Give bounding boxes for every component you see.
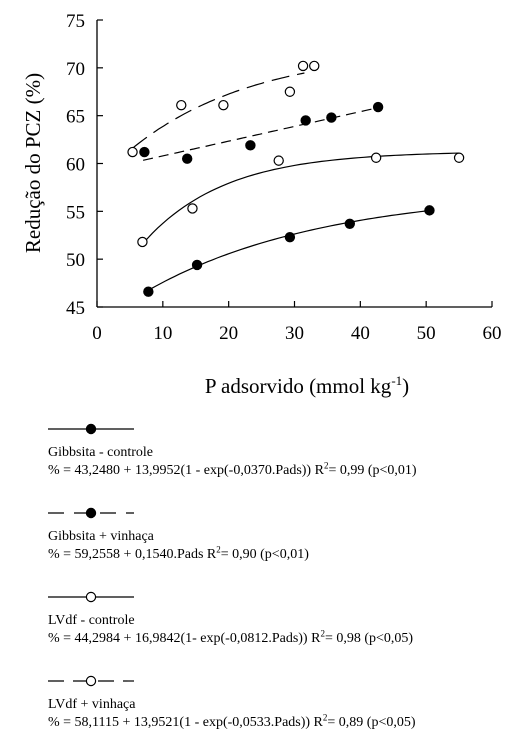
legend-label: LVdf + vinhaça [48, 697, 136, 712]
y-tick-label: 65 [66, 107, 85, 128]
point-lvdf_ctrl [453, 152, 465, 163]
y-tick-label: 70 [66, 59, 85, 80]
point-lvdf_ctrl [370, 152, 382, 163]
legend: Gibbsita - controle % = 43,2480 + 13,995… [48, 420, 508, 756]
legend-label: Gibbsita - controle [48, 445, 153, 460]
point-gib_ctrl [191, 259, 203, 271]
point-lvdf_vinh [218, 99, 229, 111]
fit-curve-lvdf_vinh [132, 72, 305, 149]
y-axis-title: Redução do PCZ (%) [21, 73, 45, 253]
legend-label: LVdf - controle [48, 613, 135, 628]
legend-marker [85, 591, 97, 603]
y-tick-label: 75 [66, 11, 85, 32]
point-lvdf_vinh [176, 99, 187, 111]
y-tick-label: 50 [66, 250, 85, 271]
fit-curve-gib_ctrl [146, 209, 430, 292]
point-gib_vinh [181, 153, 193, 164]
point-gib_ctrl [424, 205, 435, 216]
legend-entry-lvdf-vinhaca: LVdf + vinhaça % = 58,1115 + 13,9521(1 -… [48, 672, 508, 756]
point-gib_vinh [372, 101, 384, 113]
legend-label: Gibbsita + vinhaça [48, 529, 154, 544]
legend-equation: % = 58,1115 + 13,9521(1 - exp(-0,0533.Pa… [48, 712, 416, 730]
legend-equation: % = 43,2480 + 13,9952(1 - exp(-0,0370.Pa… [48, 460, 417, 478]
legend-symbol [48, 507, 134, 519]
point-gib_vinh [300, 115, 311, 126]
chart-plot: 45 50 55 60 65 70 75 0 10 20 30 40 50 60 Redução do P… [21, 11, 502, 398]
point-lvdf_vinh [284, 86, 296, 97]
legend-symbol [48, 423, 134, 435]
point-lvdf_vinh [127, 146, 138, 158]
x-tick-label: 50 [417, 323, 436, 344]
y-tick-label: 55 [66, 202, 85, 223]
point-gib_vinh [326, 112, 337, 123]
fit-curve-gib_vinh [142, 107, 377, 161]
legend-equation: % = 44,2984 + 16,9842(1- exp(-0,0812.Pad… [48, 628, 414, 646]
legend-marker [85, 675, 97, 687]
point-gib_ctrl [284, 231, 296, 243]
x-tick-label: 10 [153, 323, 172, 344]
x-tick-label: 40 [351, 323, 370, 344]
point-gib_ctrl [344, 218, 355, 229]
legend-entry-lvdf-controle: LVdf - controle % = 44,2984 + 16,9842(1-… [48, 588, 508, 672]
legend-marker [85, 507, 97, 519]
legend-entry-gibbsita-vinhaca: Gibbsita + vinhaça % = 59,2558 + 0,1540.… [48, 504, 508, 588]
point-gib_vinh [139, 146, 150, 158]
fit-curve-lvdf_ctrl [141, 152, 460, 246]
point-lvdf_ctrl [187, 203, 198, 214]
point-lvdf_vinh [297, 60, 309, 72]
legend-marker [85, 423, 97, 435]
legend-entry-gibbsita-controle: Gibbsita - controle % = 43,2480 + 13,995… [48, 420, 508, 504]
legend-symbol [48, 591, 134, 603]
point-gib_vinh [245, 140, 256, 151]
legend-symbol [48, 675, 134, 687]
x-tick-label: 20 [219, 323, 238, 344]
x-tick-label: 60 [483, 323, 502, 344]
x-axis-title: P adsorvido (mmol kg-1) [205, 373, 409, 398]
point-lvdf_vinh [309, 60, 320, 72]
point-lvdf_ctrl [273, 155, 284, 166]
x-tick-label: 0 [92, 323, 102, 344]
y-tick-label: 60 [66, 155, 85, 176]
x-tick-label: 30 [285, 323, 304, 344]
point-gib_ctrl [143, 286, 154, 297]
y-tick-label: 45 [66, 298, 85, 319]
legend-equation: % = 59,2558 + 0,1540.Pads R2= 0,90 (p<0,… [48, 544, 309, 562]
point-lvdf_ctrl [137, 236, 148, 248]
